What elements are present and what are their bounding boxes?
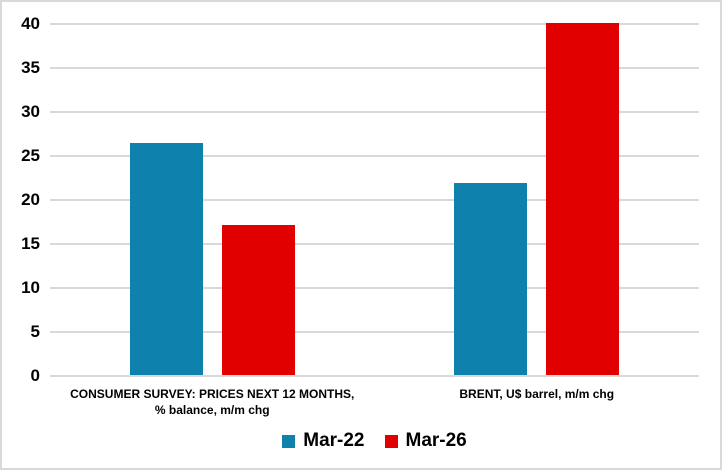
y-tick-label-0: 0 (30, 366, 40, 385)
bar-mar-22-consumer-survey-pric (129, 142, 203, 375)
gridline-40 (50, 23, 699, 25)
x-category-label-line: % balance, m/m chg (154, 403, 270, 417)
x-category-label-1: CONSUMER SURVEY: PRICES NEXT 12 MONTHS,%… (50, 386, 375, 418)
y-tick-label-25: 25 (21, 146, 40, 165)
gridline-25 (50, 155, 699, 157)
x-category-label-line: BRENT, U$ barrel, m/m chg (459, 387, 615, 401)
y-tick-label-10: 10 (21, 278, 40, 297)
y-tick-label-30: 30 (21, 102, 40, 121)
x-axis-line (50, 375, 699, 377)
y-tick-label-15: 15 (21, 234, 40, 253)
y-tick-label-35: 35 (21, 58, 40, 77)
legend-item-mar-22: Mar-22 (282, 430, 365, 452)
gridline-35 (50, 67, 699, 69)
legend-label: Mar-26 (405, 430, 467, 451)
gridline-10 (50, 287, 699, 289)
legend-swatch-icon (384, 434, 398, 448)
x-category-label-2: BRENT, U$ barrel, m/m chg (375, 386, 700, 402)
gridline-5 (50, 331, 699, 333)
legend-item-mar-26: Mar-26 (384, 430, 467, 452)
legend-swatch-icon (282, 434, 296, 448)
gridline-15 (50, 243, 699, 245)
bar-mar-26-consumer-survey-pric (221, 224, 295, 375)
gridline-30 (50, 111, 699, 113)
y-tick-label-5: 5 (30, 322, 40, 341)
bar-mar-22-brent-u-barrel-m-m-c (454, 183, 528, 375)
legend-label: Mar-22 (303, 430, 365, 451)
legend: Mar-22 Mar-26 (50, 430, 699, 452)
y-tick-label-20: 20 (21, 190, 40, 209)
x-category-label-line: CONSUMER SURVEY: PRICES NEXT 12 MONTHS, (70, 387, 355, 401)
bar-mar-26-brent-u-barrel-m-m-c (546, 23, 620, 375)
gridline-20 (50, 199, 699, 201)
y-tick-label-40: 40 (21, 14, 40, 33)
